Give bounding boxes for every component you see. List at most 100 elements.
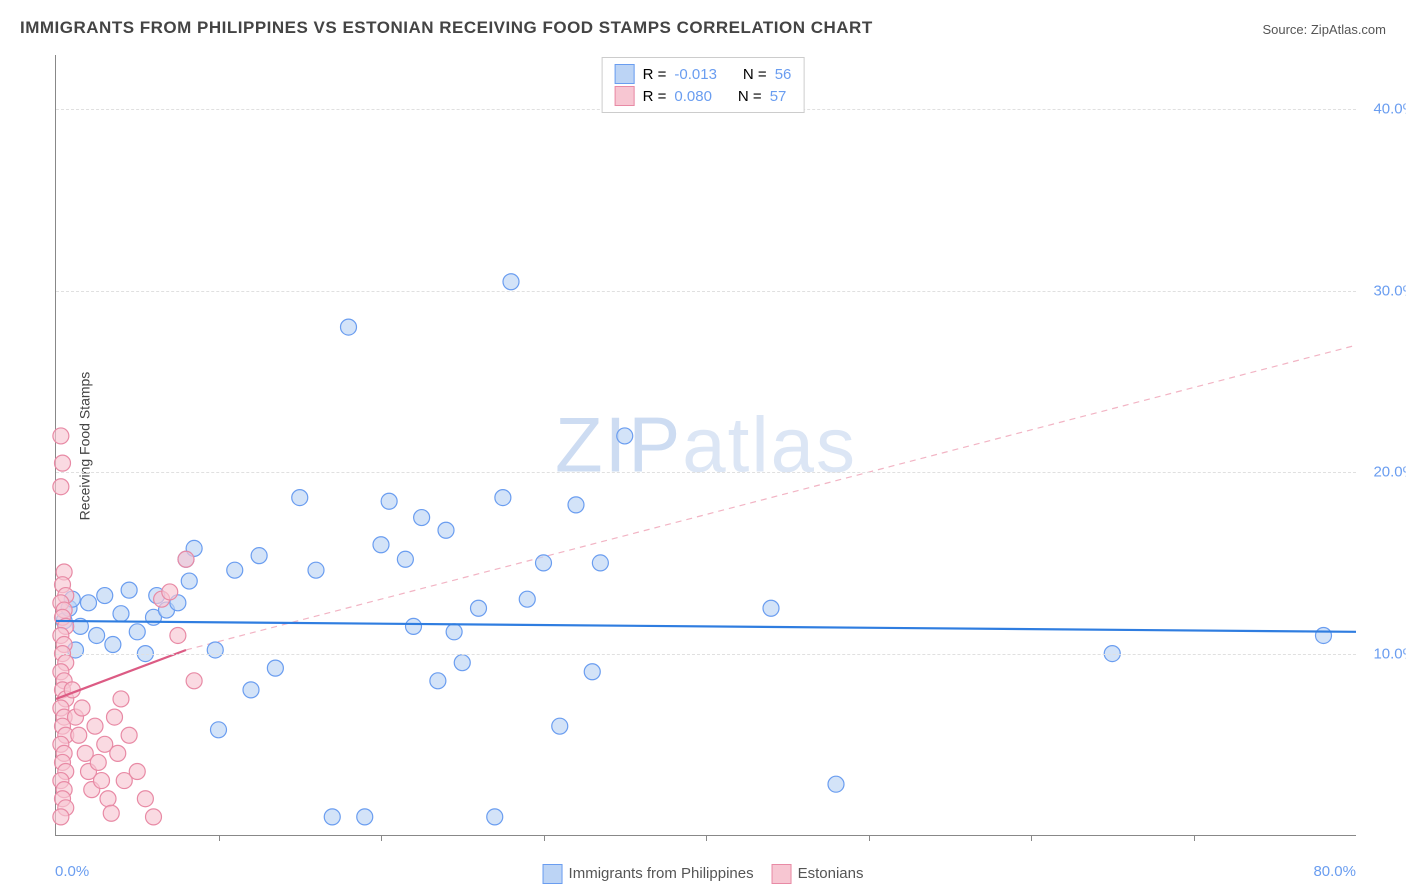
data-point [357,809,373,825]
data-point [503,274,519,290]
data-point [103,805,119,821]
data-point [454,655,470,671]
data-point [53,479,69,495]
data-point [55,455,71,471]
x-tick [544,835,545,841]
legend-label: Estonians [798,865,864,882]
x-tick [1031,835,1032,841]
data-point [113,606,129,622]
data-point [828,776,844,792]
data-point [87,718,103,734]
legend-n-value: 56 [775,66,792,83]
data-point [74,700,90,716]
x-tick [381,835,382,841]
y-tick-label: 10.0% [1373,645,1406,662]
data-point [181,573,197,589]
data-point [110,745,126,761]
data-point [105,637,121,653]
data-point [186,673,202,689]
correlation-legend: R = -0.013 N = 56 R = 0.080N = 57 [602,57,805,113]
x-axis-max-label: 80.0% [1313,863,1356,880]
data-point [373,537,389,553]
y-tick-label: 40.0% [1373,101,1406,118]
data-point [536,555,552,571]
data-point [251,548,267,564]
legend-swatch [615,64,635,84]
data-point [107,709,123,725]
gridline [56,472,1356,473]
plot-area: ZIPatlas 10.0%20.0%30.0%40.0% [55,55,1356,836]
gridline [56,291,1356,292]
legend-r-value: -0.013 [674,66,717,83]
data-point [487,809,503,825]
chart-title: IMMIGRANTS FROM PHILIPPINES VS ESTONIAN … [20,18,873,38]
data-point [617,428,633,444]
data-point [129,624,145,640]
x-axis-min-label: 0.0% [55,863,89,880]
data-point [308,562,324,578]
y-tick-label: 30.0% [1373,282,1406,299]
data-point [211,722,227,738]
legend-swatch [543,864,563,884]
legend-item: Immigrants from Philippines [543,864,754,884]
data-point [438,522,454,538]
data-point [53,809,69,825]
x-tick [219,835,220,841]
data-point [519,591,535,607]
data-point [81,595,97,611]
legend-r-label: R = [643,88,667,105]
data-point [243,682,259,698]
data-point [1316,627,1332,643]
data-point [146,809,162,825]
data-point [227,562,243,578]
data-point [89,627,105,643]
legend-r-label: R = [643,66,667,83]
data-point [584,664,600,680]
data-point [129,764,145,780]
source-value: ZipAtlas.com [1311,22,1386,37]
x-tick [706,835,707,841]
legend-item: Estonians [772,864,864,884]
data-point [71,727,87,743]
data-point [162,584,178,600]
data-point [414,510,430,526]
data-point [90,754,106,770]
data-point [592,555,608,571]
data-point [137,791,153,807]
data-point [121,727,137,743]
legend-n-label: N = [738,88,762,105]
trend-line [56,621,1356,632]
data-point [381,493,397,509]
plot-svg [56,55,1356,835]
data-point [178,551,194,567]
data-point [406,618,422,634]
legend-n-label: N = [743,66,767,83]
legend-n-value: 57 [770,88,787,105]
data-point [292,490,308,506]
data-point [113,691,129,707]
data-point [53,428,69,444]
data-point [568,497,584,513]
source-prefix: Source: [1262,22,1310,37]
data-point [324,809,340,825]
y-tick-label: 20.0% [1373,464,1406,481]
data-point [471,600,487,616]
data-point [763,600,779,616]
data-point [97,588,113,604]
data-point [121,582,137,598]
data-point [341,319,357,335]
data-point [446,624,462,640]
legend-swatch [615,86,635,106]
data-point [397,551,413,567]
data-point [207,642,223,658]
legend-row: R = 0.080N = 57 [615,85,792,107]
gridline [56,654,1356,655]
data-point [430,673,446,689]
data-point [495,490,511,506]
legend-row: R = -0.013 N = 56 [615,63,792,85]
data-point [100,791,116,807]
legend-swatch [772,864,792,884]
x-tick [1194,835,1195,841]
legend-label: Immigrants from Philippines [569,865,754,882]
series-legend: Immigrants from Philippines Estonians [543,864,864,884]
